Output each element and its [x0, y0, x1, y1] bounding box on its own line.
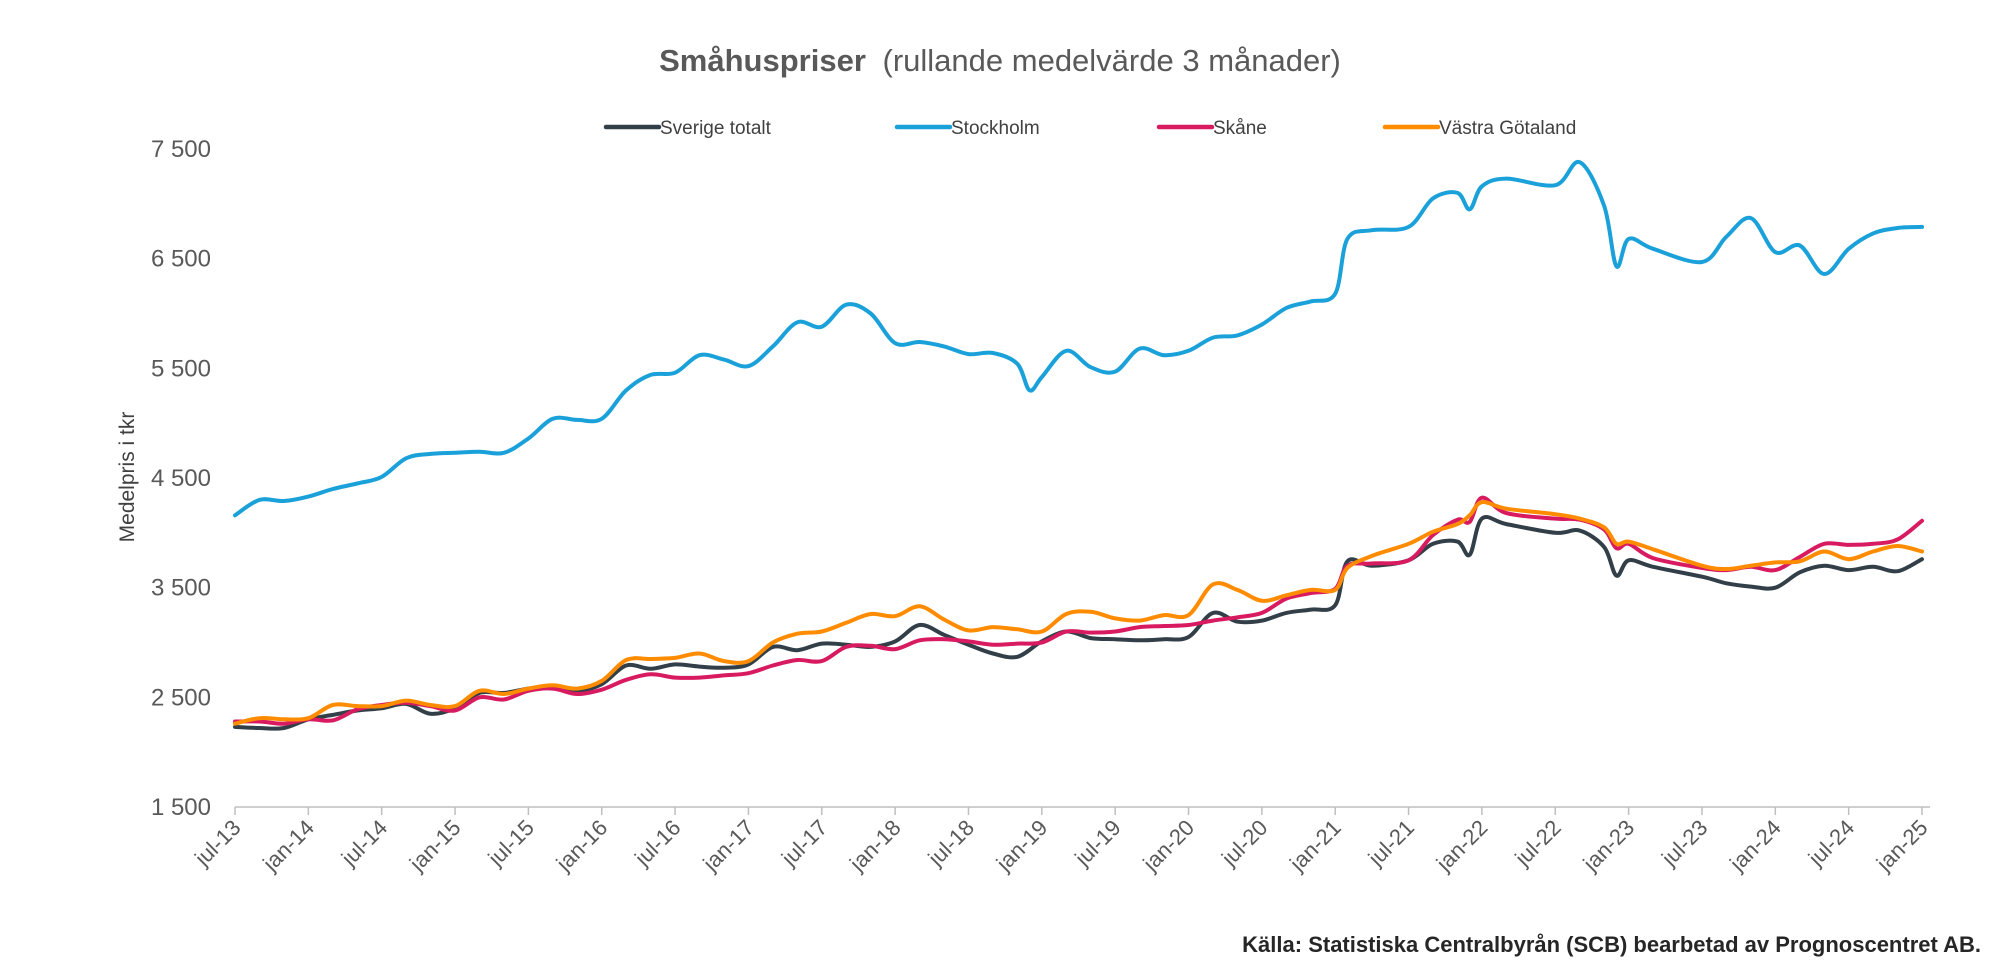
x-tick-label: jul-16 — [629, 815, 685, 871]
series-line-stockholm — [233, 160, 1924, 518]
x-tick-label: jul-15 — [482, 815, 538, 871]
series-line-skane — [233, 495, 1924, 726]
legend-item-vastra-gotaland: Västra Götaland — [1382, 118, 1576, 139]
x-tick-label: jul-18 — [923, 815, 979, 871]
x-tick-label: jan-19 — [991, 815, 1053, 877]
x-tick-label: jul-23 — [1656, 815, 1712, 871]
y-tick-label: 4 500 — [151, 465, 211, 492]
y-tick-label: 6 500 — [151, 246, 211, 273]
y-tick-label: 7 500 — [151, 136, 211, 163]
y-axis: 1 500 2 500 3 500 4 500 5 500 6 500 7 500 — [151, 136, 211, 821]
x-tick-label: jan-21 — [1284, 815, 1346, 877]
chart-title: Småhuspriser (rullande medelvärde 3 måna… — [659, 43, 1341, 78]
x-tick-label: jan-16 — [551, 815, 613, 877]
y-tick-label: 2 500 — [151, 684, 211, 711]
y-tick-label: 1 500 — [151, 794, 211, 821]
x-tick-label: jul-19 — [1069, 815, 1125, 871]
chart-title-bold: Småhuspriser — [659, 43, 866, 78]
y-axis-label: Medelpris i tkr — [116, 412, 139, 543]
x-tick-label: jan-15 — [404, 815, 466, 877]
x-tick-label: jan-24 — [1724, 815, 1786, 877]
legend-label: Sverige totalt — [660, 118, 772, 139]
x-tick-label: jul-14 — [336, 815, 392, 871]
x-tick-label: jul-21 — [1363, 815, 1419, 871]
series-lines — [233, 160, 1924, 731]
x-tick-label: jul-17 — [776, 815, 832, 871]
x-tick-label: jul-20 — [1216, 815, 1272, 871]
x-tick-label: jan-22 — [1431, 815, 1493, 877]
x-tick-label: jan-17 — [697, 815, 759, 877]
x-axis: jul-13 jan-14 jul-14 jan-15 jul-15 jan-16 jul-… — [189, 806, 1933, 877]
source-note: Källa: Statistiska Centralbyrån (SCB) be… — [1242, 932, 1981, 957]
legend: Sverige totalt Stockholm Skåne Västra Götal… — [603, 118, 1576, 139]
x-tick-label: jan-14 — [257, 815, 319, 877]
legend-item-stockholm: Stockholm — [894, 118, 1040, 139]
x-tick-label: jul-13 — [189, 815, 245, 871]
chart-title-rest: (rullande medelvärde 3 månader) — [883, 43, 1341, 78]
legend-label: Västra Götaland — [1439, 118, 1576, 139]
x-tick-label: jul-24 — [1803, 815, 1859, 871]
y-tick-label: 3 500 — [151, 575, 211, 602]
legend-item-skane: Skåne — [1156, 118, 1267, 139]
y-tick-label: 5 500 — [151, 355, 211, 382]
x-tick-label: jan-25 — [1871, 815, 1933, 877]
x-tick-label: jul-22 — [1509, 815, 1565, 871]
x-tick-label: jan-23 — [1578, 815, 1640, 877]
x-tick-label: jan-18 — [844, 815, 906, 877]
series-line-vastra-gotaland — [233, 499, 1924, 726]
x-tick-label: jan-20 — [1137, 815, 1199, 877]
legend-item-sverige-totalt: Sverige totalt — [603, 118, 772, 139]
legend-label: Skåne — [1213, 118, 1267, 139]
legend-label: Stockholm — [951, 118, 1040, 139]
